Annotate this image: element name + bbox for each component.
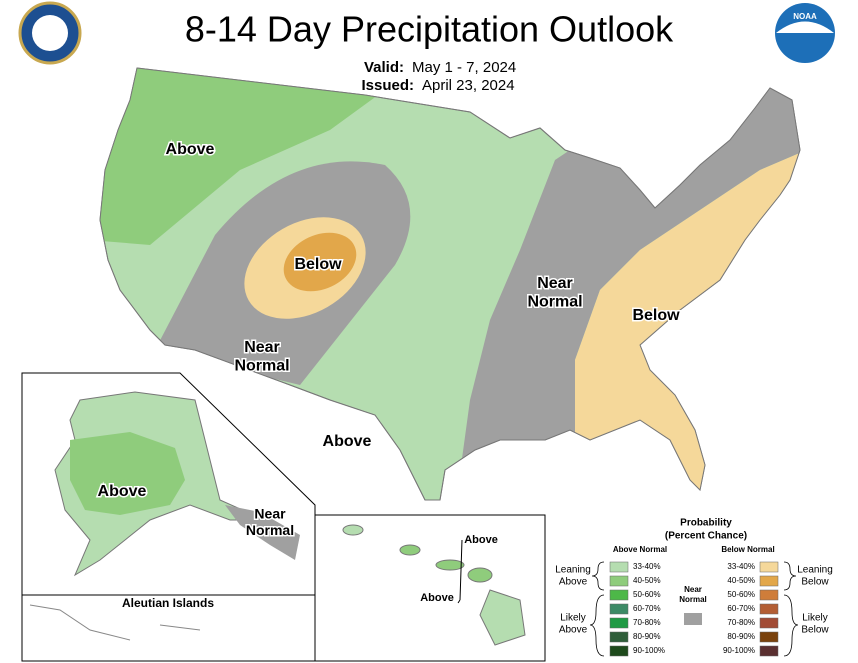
- legend-title: (Percent Chance): [665, 531, 747, 542]
- logos: NOAA: [18, 1, 835, 65]
- region-label: Near: [254, 506, 286, 522]
- legend-header: Above Normal: [613, 545, 667, 554]
- legend-brace: [591, 561, 605, 591]
- legend-label: 80-90%: [633, 632, 661, 641]
- region-label: Below: [294, 256, 342, 273]
- issued-date: April 23, 2024: [422, 77, 515, 94]
- legend-label: 90-100%: [633, 646, 665, 655]
- legend-label: 40-50%: [727, 576, 755, 585]
- legend-swatch: [759, 617, 779, 629]
- legend-label: 50-60%: [727, 590, 755, 599]
- legend-title: Probability: [680, 518, 732, 529]
- region-label: Above: [464, 534, 498, 546]
- legend-swatch: [759, 575, 779, 587]
- hawaii-inset: [314, 514, 546, 662]
- legend-label: 60-70%: [727, 604, 755, 613]
- legend-label: 90-100%: [723, 646, 755, 655]
- legend-brace: [783, 594, 799, 657]
- region-label: Near: [244, 339, 280, 356]
- legend-swatch: [609, 589, 629, 601]
- legend-swatch: [759, 645, 779, 657]
- noaa-logo-text: NOAA: [793, 12, 817, 21]
- legend-swatch: [609, 645, 629, 657]
- region-label: Near: [537, 275, 573, 292]
- legend-swatch: [759, 631, 779, 643]
- region-label: Normal: [234, 358, 289, 375]
- legend-swatch: [759, 603, 779, 615]
- legend-header: Below Normal: [721, 545, 774, 554]
- legend-brace: [783, 561, 797, 591]
- region-label: Above: [323, 433, 372, 450]
- legend-label: 33-40%: [727, 562, 755, 571]
- region-label: Normal: [527, 294, 582, 311]
- alaska-inset: [21, 372, 316, 662]
- legend-near-label: Near: [684, 585, 702, 594]
- legend-group: Above: [559, 577, 588, 588]
- legend-group: Leaning: [555, 565, 591, 576]
- title: 8-14 Day Precipitation Outlook: [185, 9, 674, 50]
- legend: Probability (Percent Chance) Above Normal B…: [555, 518, 833, 657]
- aleutian-title: Aleutian Islands: [122, 596, 214, 610]
- legend-label: 70-80%: [727, 618, 755, 627]
- legend-group: Likely: [802, 613, 828, 624]
- legend-swatch: [609, 603, 629, 615]
- legend-swatch: [609, 575, 629, 587]
- valid-date: May 1 - 7, 2024: [412, 59, 516, 76]
- legend-label: 60-70%: [633, 604, 661, 613]
- legend-swatch: [609, 631, 629, 643]
- legend-group: Likely: [560, 613, 586, 624]
- legend-group: Leaning: [797, 565, 833, 576]
- legend-swatch: [609, 561, 629, 573]
- issued-label: Issued:: [361, 77, 414, 94]
- legend-near-label: Normal: [679, 595, 707, 604]
- legend-swatch: [759, 561, 779, 573]
- legend-group: Below: [801, 577, 829, 588]
- region-label: Above: [166, 141, 215, 158]
- legend-swatch: [759, 589, 779, 601]
- legend-brace: [589, 594, 605, 657]
- legend-group: Below: [801, 625, 829, 636]
- legend-label: 70-80%: [633, 618, 661, 627]
- legend-swatch: [684, 613, 702, 625]
- map-labels: AboveBelowNearNormalAboveNearNormalBelow…: [96, 140, 682, 606]
- legend-group: Above: [559, 625, 588, 636]
- legend-label: 33-40%: [633, 562, 661, 571]
- legend-label: 40-50%: [633, 576, 661, 585]
- region-label: Above: [98, 483, 147, 500]
- region-label: Below: [632, 307, 680, 324]
- region-label: Normal: [246, 522, 294, 538]
- legend-label: 50-60%: [633, 590, 661, 599]
- region-label: Above: [420, 592, 454, 604]
- legend-label: 80-90%: [727, 632, 755, 641]
- legend-swatch: [609, 617, 629, 629]
- valid-label: Valid:: [364, 59, 404, 76]
